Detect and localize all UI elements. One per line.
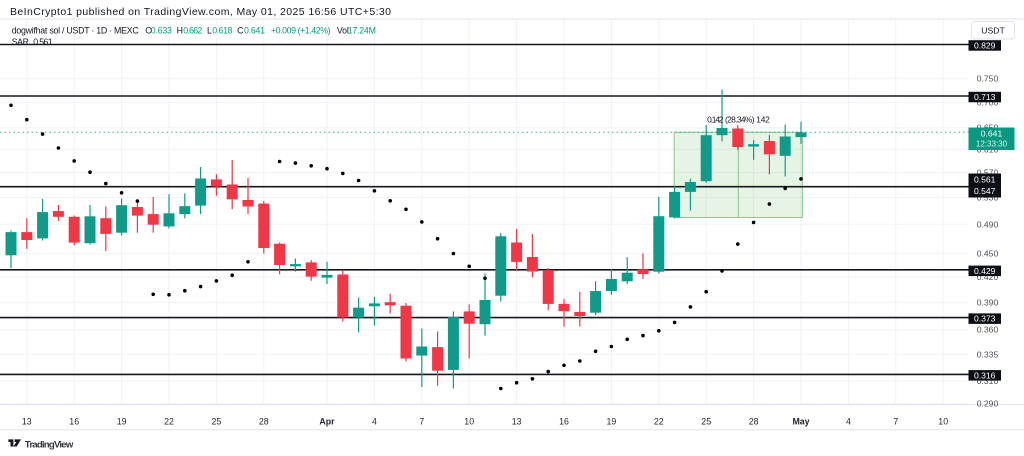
svg-text:dogwifhat sol / USDT · 1D · ME: dogwifhat sol / USDT · 1D · MEXC — [12, 26, 140, 36]
svg-text:28: 28 — [259, 417, 269, 427]
svg-text:0.570: 0.570 — [977, 168, 999, 178]
svg-text:0.450: 0.450 — [977, 248, 999, 258]
svg-text:0.420: 0.420 — [977, 272, 999, 282]
svg-text:7: 7 — [419, 417, 424, 427]
svg-text:USDT: USDT — [981, 26, 1005, 36]
svg-text:0.641: 0.641 — [981, 129, 1003, 139]
svg-text:16: 16 — [69, 417, 79, 427]
svg-text:(28.34%): (28.34%) — [725, 114, 755, 124]
svg-text:17.24M: 17.24M — [348, 26, 376, 36]
svg-text:Apr: Apr — [319, 417, 335, 427]
svg-text:25: 25 — [212, 417, 222, 427]
svg-text:142: 142 — [756, 114, 770, 124]
svg-text:25: 25 — [701, 417, 711, 427]
svg-text:0.310: 0.310 — [977, 376, 999, 386]
svg-text:0.561: 0.561 — [33, 37, 53, 47]
svg-text:0.618: 0.618 — [212, 26, 232, 36]
svg-text:0.633: 0.633 — [151, 26, 172, 36]
svg-text:19: 19 — [117, 417, 127, 427]
svg-text:19: 19 — [607, 417, 617, 427]
svg-text:0.429: 0.429 — [974, 266, 996, 276]
svg-text:0.335: 0.335 — [977, 349, 999, 359]
svg-text:TradingView: TradingView — [25, 439, 74, 450]
svg-text:13: 13 — [22, 417, 32, 427]
svg-text:4: 4 — [846, 417, 851, 427]
svg-text:0.316: 0.316 — [974, 371, 996, 381]
svg-text:10: 10 — [464, 417, 474, 427]
svg-text:+0.009 (+1.42%): +0.009 (+1.42%) — [271, 26, 331, 36]
svg-text:BeInCrypto1 published on Tradi: BeInCrypto1 published on TradingView.com… — [10, 6, 391, 18]
svg-text:0.829: 0.829 — [974, 41, 996, 51]
svg-text:13: 13 — [512, 417, 522, 427]
svg-text:0.373: 0.373 — [974, 314, 996, 324]
svg-text:Vol: Vol — [337, 26, 349, 36]
svg-text:0.142: 0.142 — [707, 114, 724, 124]
svg-text:SAR: SAR — [12, 37, 29, 47]
svg-text:10: 10 — [938, 417, 948, 427]
svg-text:4: 4 — [372, 417, 377, 427]
svg-text:0.662: 0.662 — [183, 26, 202, 36]
svg-text:0.713: 0.713 — [974, 92, 996, 102]
svg-text:0.290: 0.290 — [977, 399, 999, 409]
svg-text:H: H — [177, 26, 183, 36]
svg-text:16: 16 — [559, 417, 569, 427]
svg-text:0.360: 0.360 — [977, 325, 999, 335]
svg-text:7: 7 — [893, 417, 898, 427]
svg-text:C: C — [237, 26, 244, 36]
svg-text:L: L — [207, 26, 212, 36]
svg-text:0.547: 0.547 — [974, 186, 996, 196]
svg-text:22: 22 — [654, 417, 664, 427]
svg-text:0.641: 0.641 — [244, 26, 265, 36]
svg-text:0.561: 0.561 — [974, 174, 996, 184]
svg-text:0.490: 0.490 — [977, 219, 999, 229]
svg-text:12:33:30: 12:33:30 — [976, 140, 1008, 149]
svg-text:0.750: 0.750 — [977, 74, 999, 84]
svg-text:May: May — [792, 417, 809, 427]
svg-text:0.390: 0.390 — [977, 297, 999, 307]
svg-text:28: 28 — [749, 417, 759, 427]
svg-text:22: 22 — [164, 417, 174, 427]
svg-text:O: O — [145, 26, 152, 36]
